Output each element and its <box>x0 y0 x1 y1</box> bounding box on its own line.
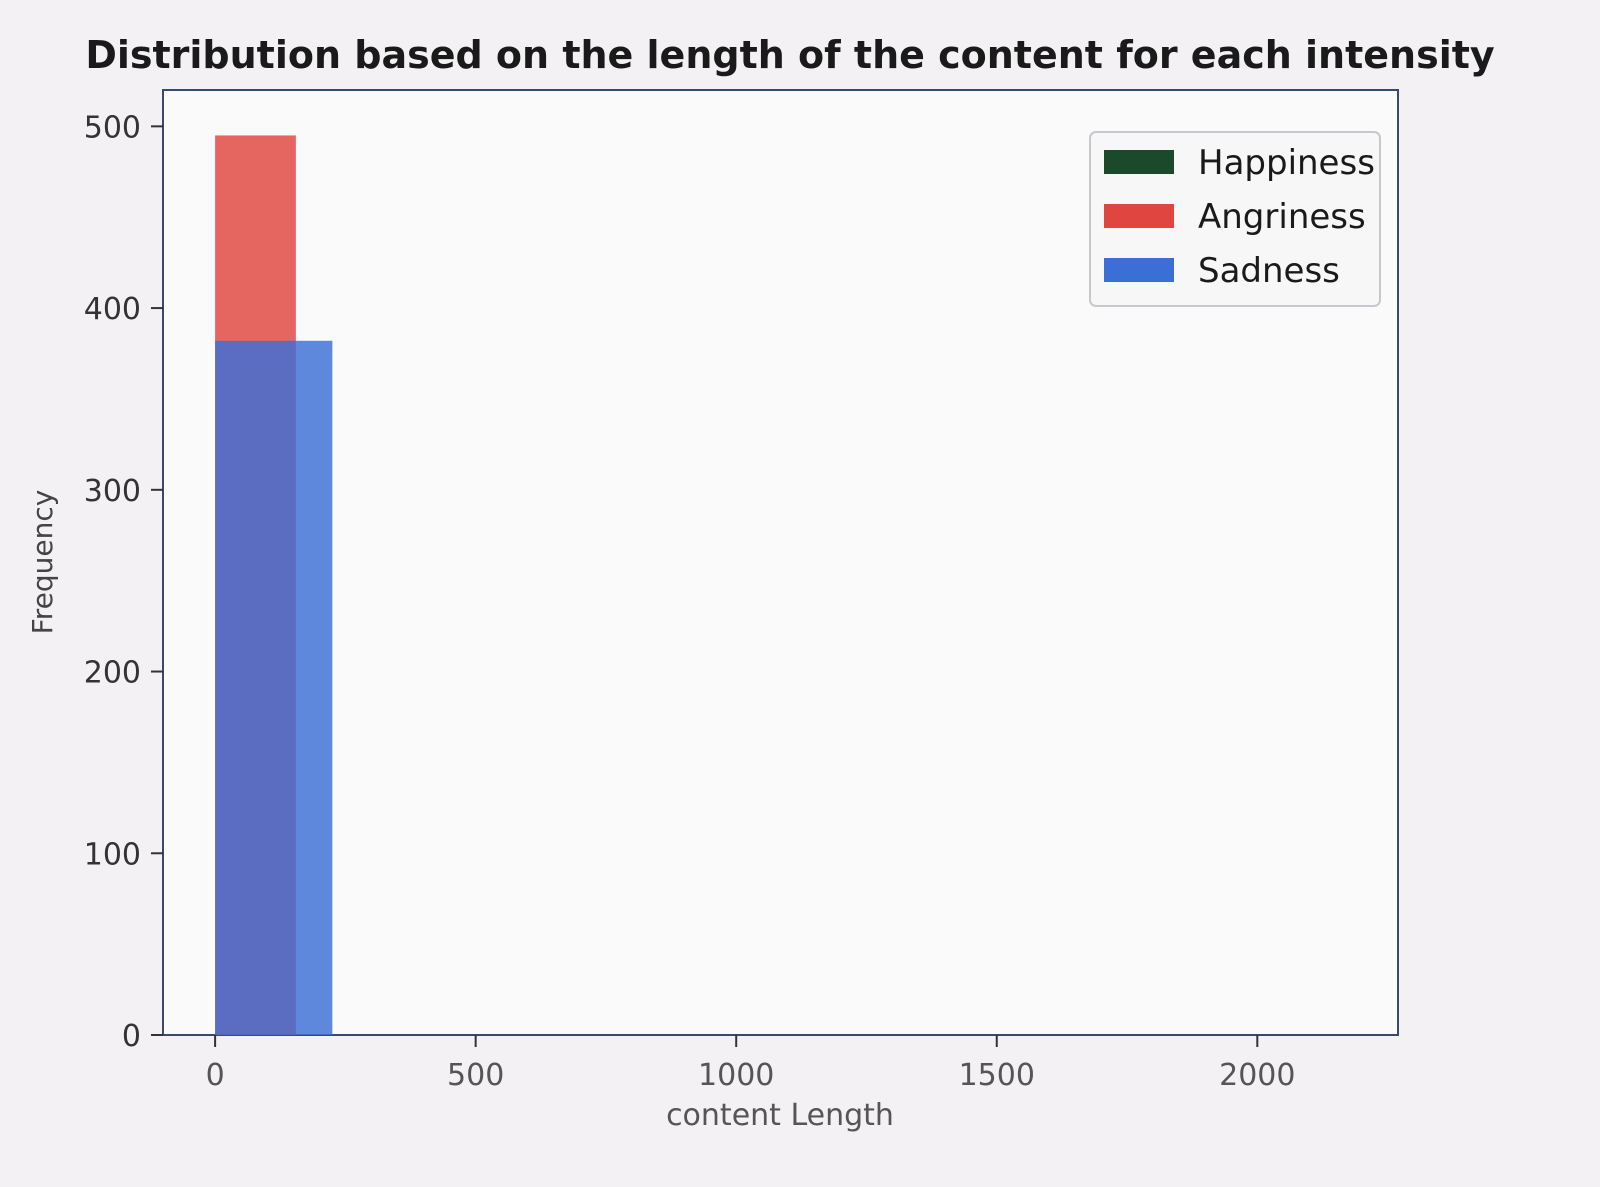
legend-label-sadness: Sadness <box>1198 251 1340 291</box>
y-tick-label: 100 <box>84 837 141 872</box>
x-tick-label: 1000 <box>698 1058 774 1093</box>
chart-title: Distribution based on the length of the … <box>85 33 1495 77</box>
y-axis-label: Frequency <box>26 490 59 635</box>
bar-sadness-0 <box>215 340 333 1035</box>
y-tick-label: 200 <box>84 656 141 691</box>
y-tick-label: 400 <box>84 292 141 327</box>
y-tick-label: 300 <box>84 474 141 509</box>
legend-swatch-happiness <box>1104 150 1174 174</box>
legend-label-angriness: Angriness <box>1198 197 1366 237</box>
y-tick-label: 0 <box>122 1019 141 1054</box>
axes-layer: 0 100 200 300 400 500 0 500 1000 1500 2000 <box>84 110 1296 1093</box>
x-tick-label: 2000 <box>1219 1058 1295 1093</box>
y-tick-label: 500 <box>84 110 141 145</box>
legend-swatch-angriness <box>1104 204 1174 228</box>
x-tick-label: 0 <box>206 1058 225 1093</box>
x-axis-label: content Length <box>666 1098 894 1133</box>
legend-swatch-sadness <box>1104 258 1174 282</box>
bars-layer <box>215 135 333 1036</box>
legend-label-happiness: Happiness <box>1198 143 1375 183</box>
x-tick-label: 500 <box>447 1058 504 1093</box>
legend: Happiness Angriness Sadness <box>1089 131 1381 307</box>
x-tick-label: 1500 <box>959 1058 1035 1093</box>
